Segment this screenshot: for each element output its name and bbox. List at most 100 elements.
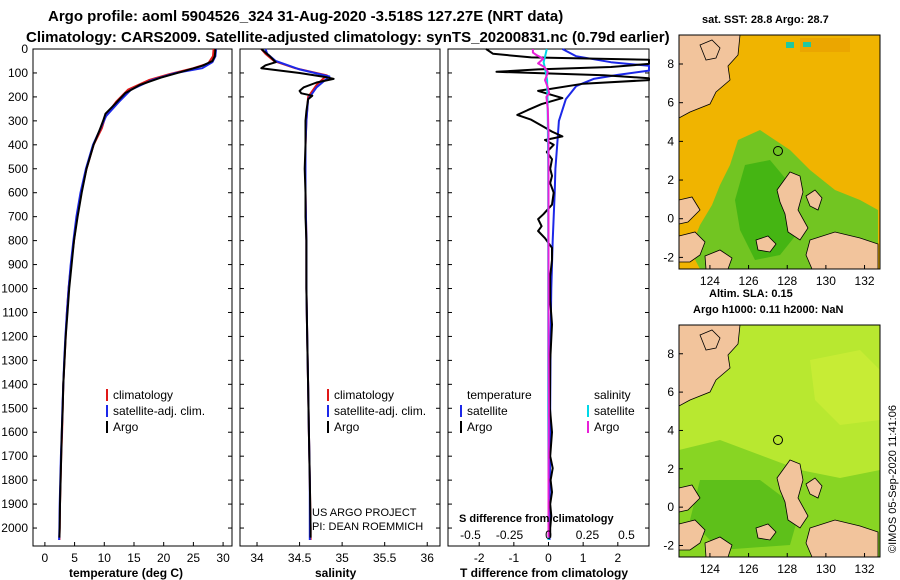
sst-land-islet bbox=[699, 39, 721, 61]
depth-tick-label: 1500 bbox=[1, 401, 28, 415]
x-tick-label: 0 bbox=[545, 551, 552, 565]
depth-tick-label: 1100 bbox=[2, 305, 28, 319]
salinity-xlabel: salinity bbox=[315, 566, 357, 580]
sla-high-region bbox=[810, 350, 880, 425]
lat-tick-label: 2 bbox=[667, 462, 674, 476]
x-tick-label: 25 bbox=[187, 551, 201, 565]
series-line-satellite-adj-clim- bbox=[58, 48, 217, 541]
depth-tick-label: 1400 bbox=[1, 377, 28, 391]
difference-legend: temperature salinity satellite Argo sate… bbox=[460, 388, 635, 434]
series-line-climatology bbox=[260, 48, 328, 540]
depth-tick-labels: 0 100 200 300 400 500 600 700 800 900 1000 1100 1200… bbox=[1, 42, 28, 535]
depth-tick-label: 2000 bbox=[1, 521, 28, 535]
sst-land-island bbox=[805, 189, 823, 211]
salinity-plot-frame bbox=[239, 48, 441, 547]
legend-s-satellite-label: satellite bbox=[594, 404, 635, 418]
depth-tick-label: 100 bbox=[8, 66, 28, 80]
s-diff-tick-label: -0.25 bbox=[496, 528, 524, 542]
x-tick-label: 34 bbox=[250, 551, 264, 565]
series-line-s-argo bbox=[531, 49, 551, 538]
sla-map bbox=[678, 324, 881, 558]
depth-tick-label: 800 bbox=[8, 234, 28, 248]
depth-tick-label: 1800 bbox=[1, 473, 28, 487]
sla-map-frame bbox=[678, 324, 881, 558]
x-tick-label: 1 bbox=[580, 551, 587, 565]
x-tick-label: 34.5 bbox=[288, 551, 312, 565]
salinity-panel: 34 34.5 35 35.5 36 salinity climatology sate… bbox=[239, 48, 441, 580]
x-tick-label: -2 bbox=[474, 551, 485, 565]
x-tick-label: -1 bbox=[509, 551, 520, 565]
s-diff-tick-label: 0.25 bbox=[576, 528, 600, 542]
sst-land-obi bbox=[755, 235, 777, 253]
lat-tick-label: 6 bbox=[667, 385, 674, 399]
lat-tick-label: 4 bbox=[667, 134, 674, 148]
imos-timestamp: ©IMOS 05-Sep-2020 11:41:06 bbox=[887, 405, 899, 553]
lat-tick-label: 4 bbox=[667, 423, 674, 437]
x-tick-label: 30 bbox=[216, 551, 230, 565]
lat-tick-label: -2 bbox=[663, 538, 674, 552]
depth-tick-label: 0 bbox=[21, 42, 28, 56]
legend-t-argo-label: Argo bbox=[467, 420, 493, 434]
x-tick-label: 36 bbox=[421, 551, 435, 565]
credit-project: US ARGO PROJECT bbox=[312, 507, 417, 519]
depth-tick-label: 400 bbox=[8, 138, 28, 152]
sst-land bbox=[678, 34, 879, 270]
depth-tick-label: 200 bbox=[8, 90, 28, 104]
sst-warm-patch bbox=[800, 38, 850, 52]
depth-tick-label: 1700 bbox=[1, 449, 28, 463]
lon-tick-label: 132 bbox=[855, 274, 875, 288]
legend-salinity-title: salinity bbox=[594, 388, 631, 402]
depth-tick-label: 500 bbox=[8, 162, 28, 176]
depth-tick-label: 1600 bbox=[1, 425, 28, 439]
sla-map-axes: 124 126 128 130 132 8 6 4 2 0 -2 bbox=[663, 347, 875, 576]
depth-tick-label: 1300 bbox=[1, 353, 28, 367]
s-difference-label: S difference from climatology bbox=[459, 513, 615, 525]
lat-tick-label: -2 bbox=[663, 250, 674, 264]
lon-tick-label: 126 bbox=[739, 562, 759, 576]
x-tick-label: 0 bbox=[42, 551, 49, 565]
lat-tick-label: 2 bbox=[667, 173, 674, 187]
depth-tick-label: 1900 bbox=[1, 497, 28, 511]
sla-land-obi bbox=[755, 523, 777, 541]
sst-map-frame bbox=[678, 34, 881, 270]
x-tick-label: 20 bbox=[157, 551, 171, 565]
series-line-satellite-adj-clim- bbox=[264, 48, 331, 540]
temperature-panel: 0 5 10 15 20 25 30 temperature (deg C) climato… bbox=[32, 48, 233, 580]
sla-map-title-1: Altim. SLA: 0.15 bbox=[709, 288, 793, 300]
sla-land-islet bbox=[699, 329, 721, 351]
title-line-1: Argo profile: aoml 5904526_324 31-Aug-20… bbox=[48, 8, 563, 25]
depth-tick-label: 1200 bbox=[1, 329, 28, 343]
series-line-argo bbox=[58, 48, 217, 538]
legend-argo-label: Argo bbox=[113, 420, 139, 434]
temperature-legend: climatology satellite-adj. clim. Argo bbox=[106, 388, 205, 434]
x-tick-label: 15 bbox=[127, 551, 141, 565]
x-tick-label: 5 bbox=[71, 551, 78, 565]
sla-land-island bbox=[805, 477, 823, 499]
sla-land-halmahera bbox=[776, 459, 809, 529]
float-position-marker bbox=[773, 435, 783, 445]
sst-land-new-guinea bbox=[805, 231, 879, 270]
sst-map bbox=[678, 34, 881, 270]
x-tick-label: 10 bbox=[98, 551, 112, 565]
difference-xlabel: T difference from climatology bbox=[460, 566, 628, 580]
sst-map-axes: 124 126 128 130 132 8 6 4 2 0 -2 bbox=[663, 57, 875, 288]
credit-pi: PI: DEAN ROEMMICH bbox=[312, 521, 423, 533]
lon-tick-label: 126 bbox=[739, 274, 759, 288]
sla-land-mindanao bbox=[678, 324, 741, 407]
x-tick-label: 35.5 bbox=[373, 551, 397, 565]
difference-panel: -2 -1 0 1 2 -0.5 -0.25 0 0.25 0.5 S difference f… bbox=[447, 48, 650, 580]
lat-tick-label: 0 bbox=[667, 212, 674, 226]
lon-tick-label: 128 bbox=[777, 274, 797, 288]
legend-satellite-label: satellite-adj. clim. bbox=[334, 404, 426, 418]
depth-tick-label: 900 bbox=[8, 258, 28, 272]
series-line-argo bbox=[260, 48, 335, 538]
legend-climatology-label: climatology bbox=[113, 388, 173, 402]
lon-tick-label: 128 bbox=[777, 562, 797, 576]
sla-land bbox=[678, 324, 879, 558]
series-line-t-argo bbox=[485, 48, 650, 538]
salinity-legend: climatology satellite-adj. clim. Argo bbox=[327, 388, 426, 434]
x-tick-label: 2 bbox=[614, 551, 621, 565]
lon-tick-label: 124 bbox=[700, 274, 720, 288]
legend-temperature-title: temperature bbox=[467, 388, 532, 402]
